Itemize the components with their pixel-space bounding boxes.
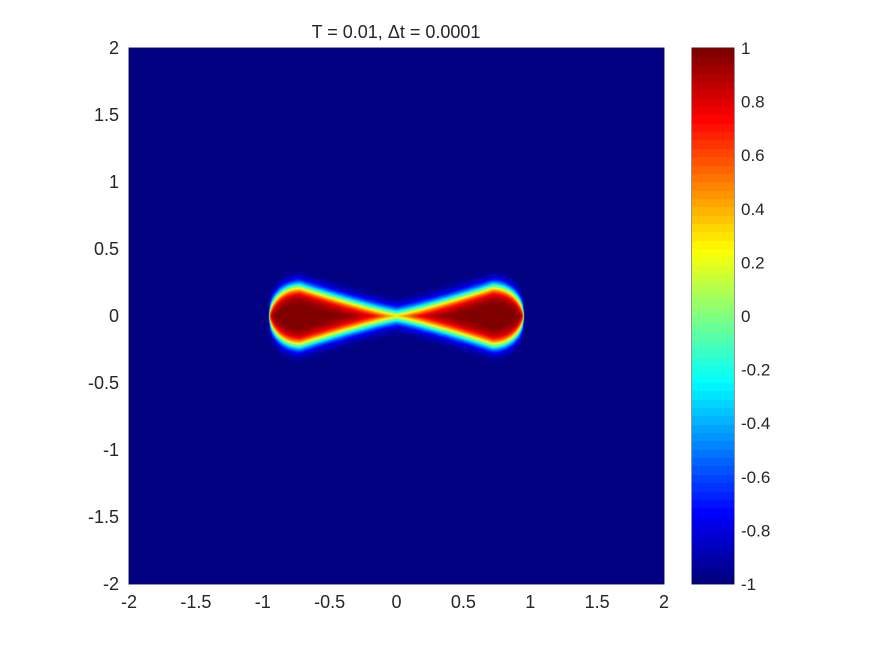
x-tick-label: 2 — [659, 592, 669, 612]
colorbar-tick-label: -0.2 — [741, 361, 770, 380]
colorbar-tick-label: 0.2 — [741, 253, 765, 272]
colorbar-tick-label: 0.4 — [741, 200, 765, 219]
y-tick-label: 1.5 — [94, 105, 119, 125]
y-tick-label: -0.5 — [88, 373, 119, 393]
colorbar-tick-label: -0.6 — [741, 468, 770, 487]
y-tick-label: 1 — [109, 172, 119, 192]
y-tick-label: 0 — [109, 306, 119, 326]
x-tick-label: 1.5 — [585, 592, 610, 612]
chart-title: T = 0.01, Δt = 0.0001 — [312, 22, 481, 42]
colorbar-tick-label: 0.8 — [741, 93, 765, 112]
colorbar-tick-label: 0 — [741, 307, 750, 326]
colorbar-tick-label: -1 — [741, 575, 756, 594]
colorbar-tick-label: 0.6 — [741, 146, 765, 165]
x-tick-label: -1.5 — [180, 592, 211, 612]
y-tick-label: -1 — [103, 440, 119, 460]
x-tick-label: 1 — [525, 592, 535, 612]
colorbar-tick-label: -0.8 — [741, 521, 770, 540]
y-axis: -2 -1.5 -1 -0.5 0 0.5 1 1.5 2 — [88, 38, 664, 594]
y-tick-label: 2 — [109, 38, 119, 58]
y-tick-label: 0.5 — [94, 239, 119, 259]
colorbar-tick-label: -0.4 — [741, 414, 770, 433]
x-tick-label: -2 — [121, 592, 137, 612]
x-tick-label: 0.5 — [451, 592, 476, 612]
x-tick-label: 0 — [391, 592, 401, 612]
colorbar-axis: -1 -0.8 -0.6 -0.4 -0.2 0 0.2 0.4 0.6 0.8 1 — [729, 39, 770, 594]
colorbar-tick-label: 1 — [741, 39, 750, 58]
x-tick-label: -0.5 — [314, 592, 345, 612]
heatmap — [129, 48, 664, 584]
y-tick-label: -2 — [103, 574, 119, 594]
colorbar — [692, 48, 734, 584]
x-tick-label: -1 — [255, 592, 271, 612]
y-tick-label: -1.5 — [88, 507, 119, 527]
